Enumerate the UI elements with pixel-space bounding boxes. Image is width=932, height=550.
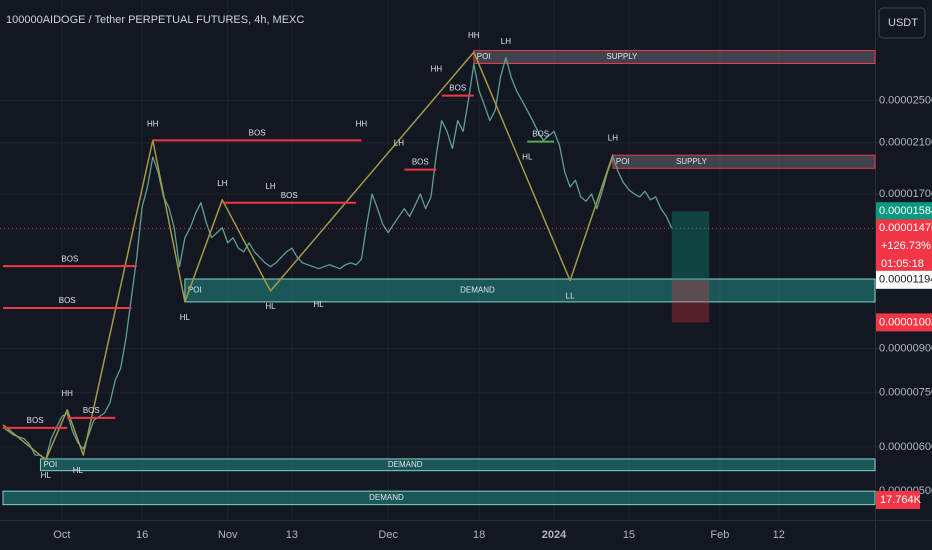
zone-label: DEMAND [460,286,495,295]
price-label-box [876,219,932,274]
zigzag [2,51,614,461]
price-label-extra: +126.73% [881,240,931,252]
swing-label: LL [566,292,575,301]
x-tick-label: Dec [378,529,398,541]
zone [612,154,876,169]
bos-label: BOS [27,416,44,425]
x-tick-label: 18 [473,529,485,541]
price-label-box [876,270,932,289]
bos-label: BOS [412,158,429,167]
y-tick-label: 0.00000600 [879,441,932,453]
zone [184,278,876,303]
position-target [671,211,710,280]
price-label: 0.00001002 [879,316,932,328]
zone-poi: POI [616,157,630,166]
zone [39,458,876,472]
price-label-box [876,313,932,332]
swing-label: HH [431,64,443,73]
price-label-box [876,202,932,221]
y-tick-label: 0.00000900 [879,342,932,354]
price-line [2,57,673,460]
chart-title: 100000AIDOGE / Tether PERPETUAL FUTURES,… [6,14,304,26]
y-tick-label: 0.00001700 [879,188,932,200]
swing-label: HL [314,300,325,309]
zone-poi: POI [43,460,57,469]
price-label: 0.00001584 [879,205,932,217]
x-tick-label: 16 [136,529,148,541]
zone-label: SUPPLY [606,52,638,61]
swing-label: HL [180,313,191,322]
bos-label: BOS [59,296,76,305]
zone-label: DEMAND [369,493,404,502]
y-tick-label: 0.00002100 [879,137,932,149]
y-tick-label: 0.00002500 [879,94,932,106]
currency-label[interactable]: USDT [888,17,918,29]
x-tick-label: 15 [623,529,635,541]
zone [2,490,876,506]
swing-label: LH [501,37,511,46]
zone-poi: POI [477,52,491,61]
zone-poi: POI [188,286,202,295]
bos-label: BOS [532,130,549,139]
zone [473,50,876,65]
swing-label: HL [73,466,84,475]
volume-label-box [876,491,920,509]
y-tick-label: 0.00000750 [879,387,932,399]
x-tick-label: 2024 [542,529,567,541]
swing-label: LH [265,182,275,191]
bos-label: BOS [61,254,78,263]
bos-label: BOS [83,406,100,415]
position-stop [671,279,710,323]
swing-label: LH [394,139,404,148]
swing-label: HH [468,31,480,40]
x-tick-label: 12 [773,529,785,541]
swing-label: HL [41,471,52,480]
price-label-extra: 01:05:18 [881,258,924,270]
volume-label: 17.764K [880,494,922,506]
swing-label: LH [608,134,618,143]
swing-label: HH [356,120,368,129]
swing-label: HH [61,389,73,398]
x-tick-label: Oct [53,529,70,541]
swing-label: LH [217,179,227,188]
swing-label: HH [147,120,159,129]
price-label: 0.00001476 [879,222,932,234]
bos-label: BOS [249,129,266,138]
x-tick-label: 13 [286,529,298,541]
currency-button[interactable] [878,7,926,39]
price-label: 0.00001194 [879,274,932,286]
zone-label: SUPPLY [676,157,708,166]
bos-label: BOS [281,191,298,200]
x-tick-label: Nov [218,529,238,541]
bos-label: BOS [449,84,466,93]
x-tick-label: Feb [710,529,729,541]
swing-label: HL [265,302,276,311]
zone-label: DEMAND [388,460,423,469]
swing-label: HL [522,153,533,162]
